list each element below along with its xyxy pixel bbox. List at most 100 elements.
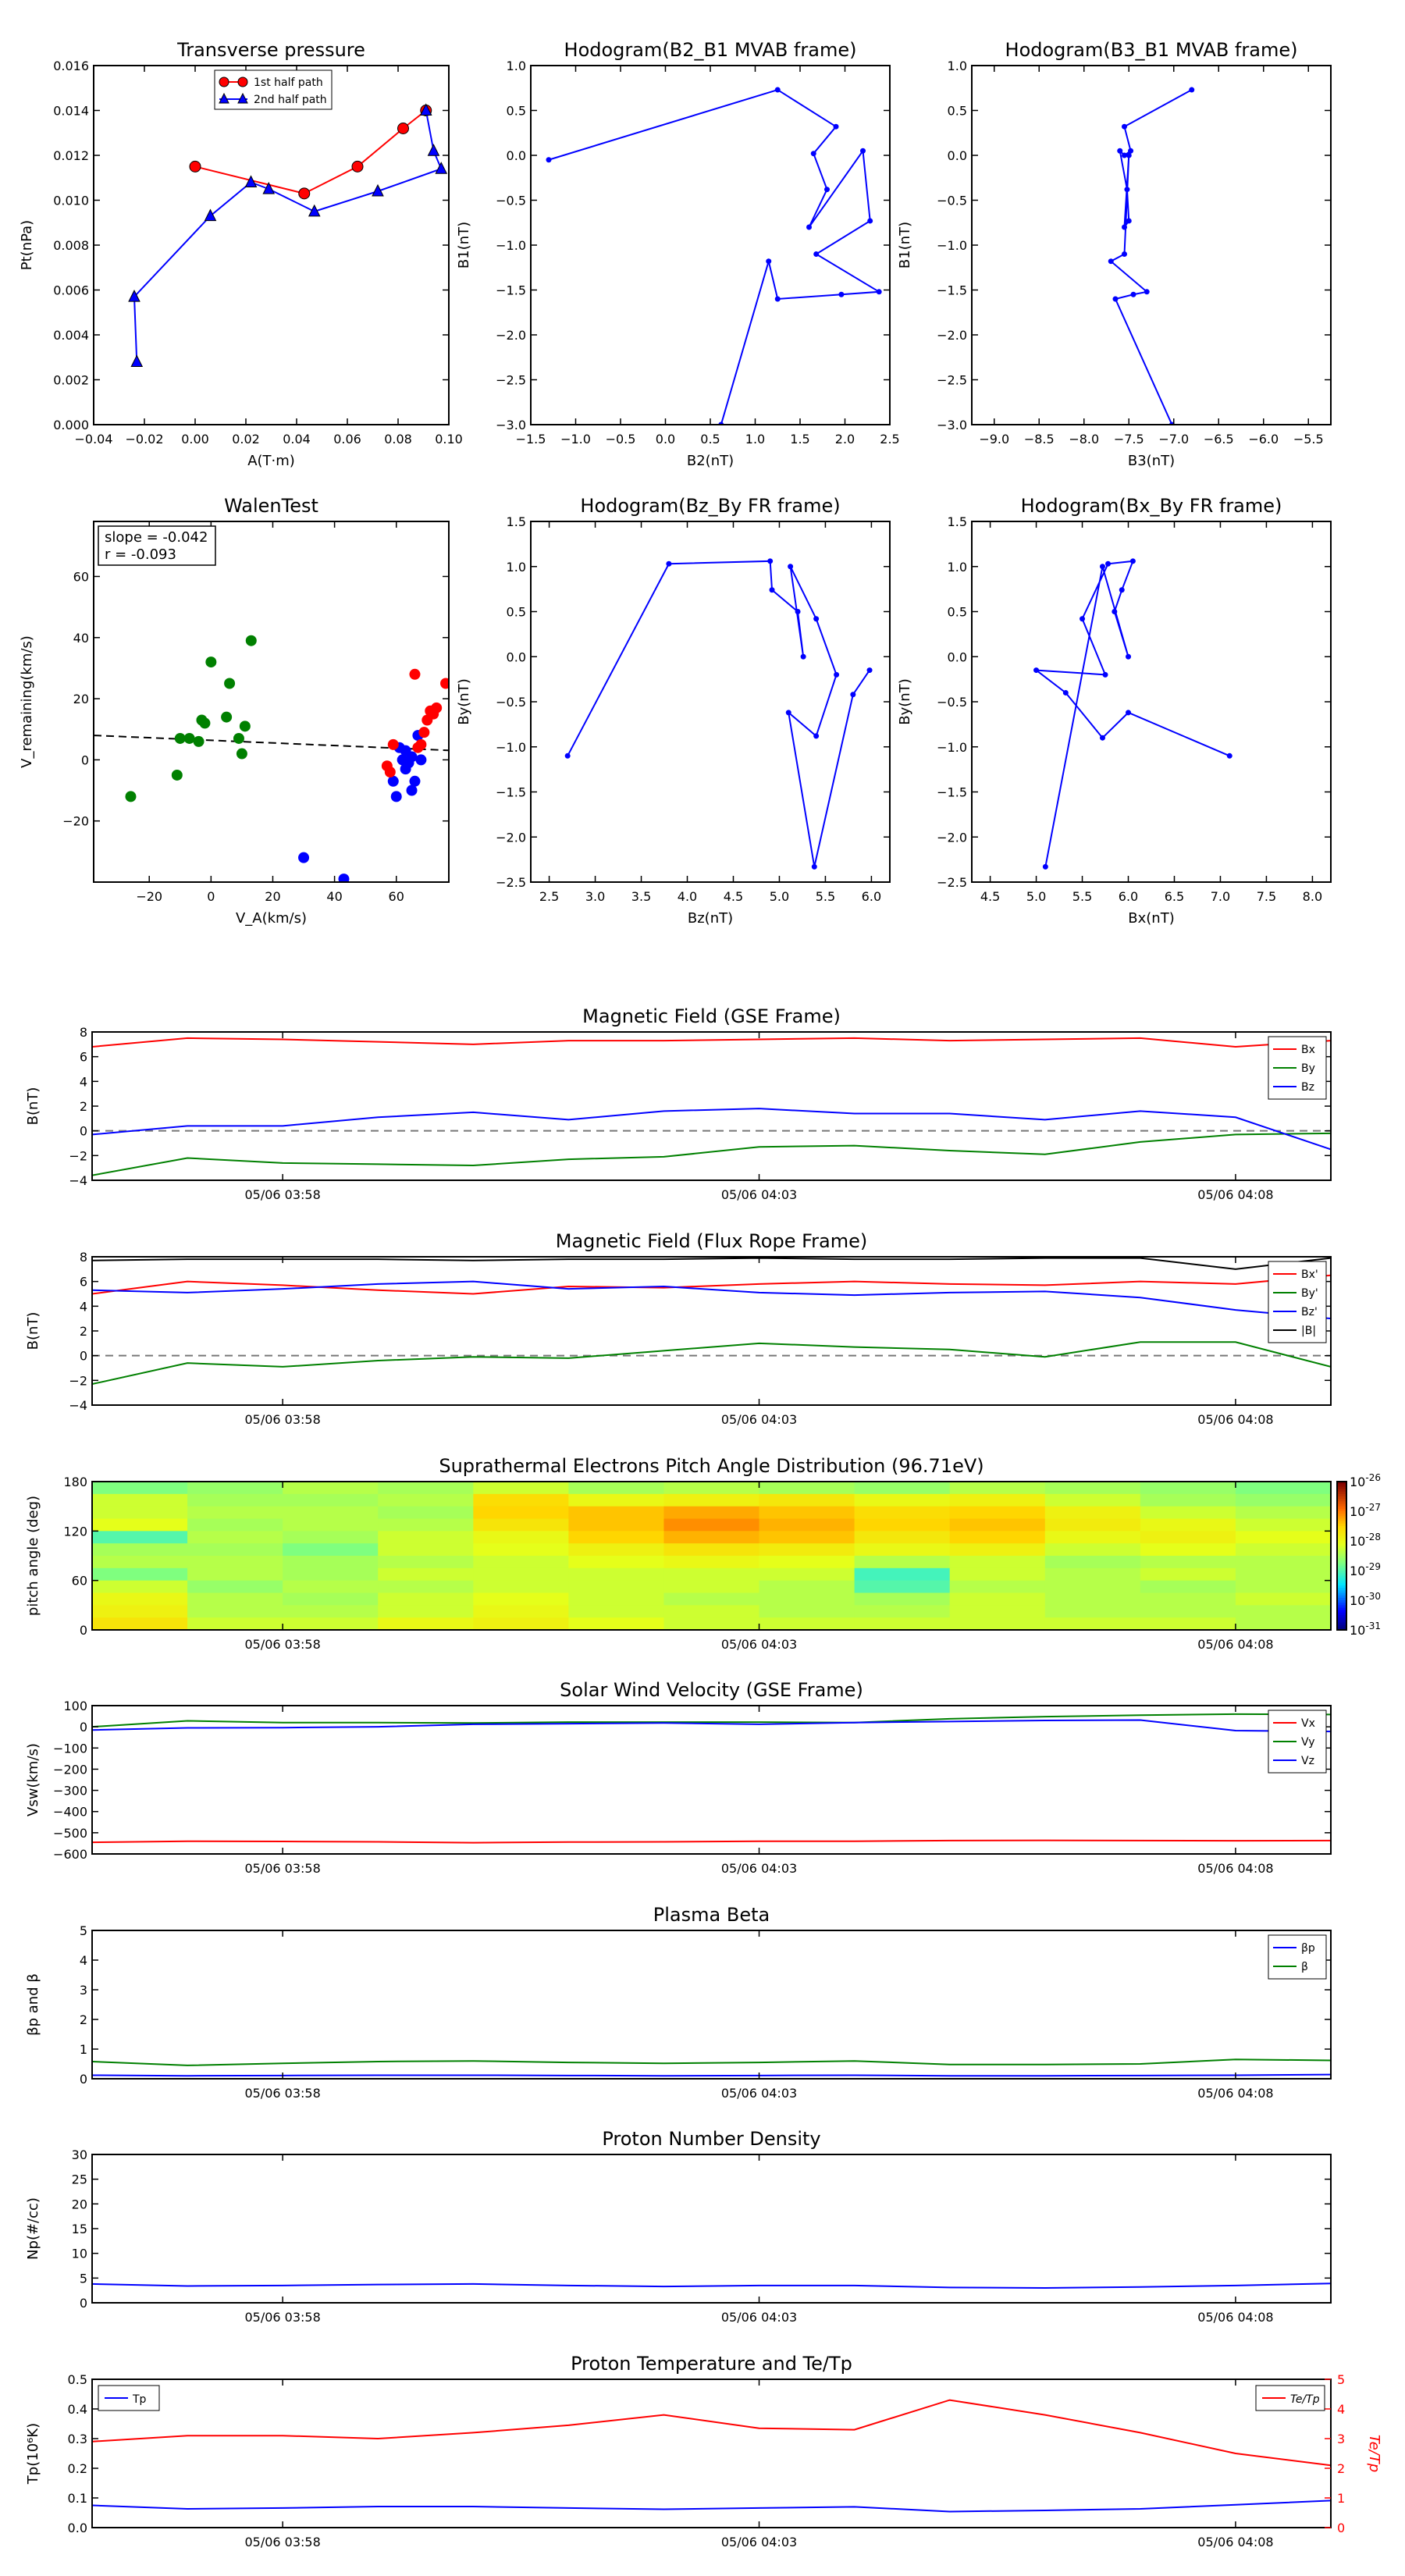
x-tick-label: 05/06 04:03 bbox=[721, 2310, 797, 2325]
heatmap-cell bbox=[1140, 1543, 1236, 1557]
plot-area bbox=[546, 87, 882, 425]
y-tick-label: 0.4 bbox=[68, 2402, 87, 2417]
y-axis-label: Pt(nPa) bbox=[19, 220, 35, 270]
scatter-point bbox=[338, 873, 350, 882]
heatmap-cell bbox=[663, 1567, 760, 1582]
y-tick-label: −600 bbox=[53, 1847, 87, 1862]
heatmap-cell bbox=[92, 1518, 188, 1532]
y-right-tick-label: 0 bbox=[1337, 2521, 1345, 2535]
y-tick-label: −0.5 bbox=[937, 695, 967, 710]
y-tick-label: −2 bbox=[69, 1148, 87, 1163]
y-tick-label: −500 bbox=[53, 1826, 87, 1841]
x-tick-label: 05/06 03:58 bbox=[244, 1412, 320, 1427]
heatmap-cell bbox=[1044, 1592, 1141, 1606]
x-tick-label: 05/06 04:03 bbox=[721, 1861, 797, 1876]
heatmap-cell bbox=[283, 1506, 379, 1520]
heatmap-cell bbox=[1235, 1567, 1331, 1582]
heatmap-cell bbox=[759, 1506, 855, 1520]
legend-label: By' bbox=[1301, 1287, 1318, 1300]
y-tick-label: 0 bbox=[80, 1124, 87, 1139]
series-line bbox=[92, 2399, 1331, 2467]
y-tick-label: −0.5 bbox=[496, 194, 526, 208]
y-tick-label: 180 bbox=[63, 1475, 87, 1489]
chart-title: Solar Wind Velocity (GSE Frame) bbox=[560, 1679, 863, 1701]
y-tick-label: 40 bbox=[73, 631, 89, 646]
data-point bbox=[1126, 152, 1132, 158]
y-tick-label: 0.014 bbox=[53, 104, 89, 119]
y-tick-label: −2.0 bbox=[496, 830, 526, 845]
series-line bbox=[133, 110, 443, 362]
data-point bbox=[546, 157, 552, 163]
heatmap-cell bbox=[187, 1556, 283, 1569]
chart-hodogram-bx-by: Hodogram(Bx_By FR frame) 4.5 5.0 5.5 6.0 6.5 7… bbox=[897, 495, 1332, 927]
colorbar-segment bbox=[1337, 1610, 1346, 1614]
heatmap-cell bbox=[92, 1506, 188, 1520]
heatmap-cell bbox=[1235, 1531, 1331, 1544]
data-point bbox=[244, 175, 258, 187]
y-tick-label: 0.0 bbox=[948, 148, 967, 163]
data-point bbox=[788, 564, 794, 570]
colorbar-tick-exponent: -27 bbox=[1365, 1502, 1381, 1513]
x-tick-label: 05/06 04:08 bbox=[1197, 2086, 1273, 2101]
y-tick-label: 20 bbox=[73, 692, 89, 706]
data-point bbox=[564, 753, 571, 759]
heatmap-cell bbox=[92, 1531, 188, 1544]
y-tick-label: −3.0 bbox=[937, 418, 967, 432]
plot-frame bbox=[91, 1705, 1332, 1855]
heatmap-cell bbox=[568, 1617, 665, 1630]
heatmap-cell bbox=[187, 1531, 283, 1544]
heatmap-cell bbox=[949, 1556, 1046, 1569]
scatter-point bbox=[183, 732, 195, 744]
plot-frame bbox=[93, 521, 450, 883]
scatter-point bbox=[125, 791, 137, 802]
y-tick-label: 0.2 bbox=[68, 2461, 87, 2476]
heatmap-cell bbox=[759, 1493, 855, 1507]
y-tick-label: 0.000 bbox=[53, 418, 89, 432]
scatter-point bbox=[171, 769, 183, 781]
y-tick-label: −4 bbox=[69, 1173, 87, 1188]
colorbar-segment bbox=[1337, 1567, 1346, 1571]
data-point bbox=[351, 160, 364, 173]
heatmap-cell bbox=[1140, 1531, 1236, 1544]
heatmap-cell bbox=[1140, 1567, 1236, 1582]
data-point bbox=[262, 182, 276, 194]
colorbar-tick-exponent: -31 bbox=[1365, 1621, 1381, 1631]
heatmap-cell bbox=[568, 1506, 665, 1520]
x-tick-label: 5.5 bbox=[816, 889, 835, 904]
plot-area bbox=[1033, 558, 1232, 870]
data-point bbox=[1128, 148, 1134, 154]
data-point bbox=[666, 560, 672, 567]
colorbar-segment bbox=[1337, 1484, 1346, 1487]
y-tick-label: −1.0 bbox=[937, 740, 967, 755]
y-tick-label: 30 bbox=[72, 2147, 87, 2162]
heatmap-cell bbox=[568, 1580, 665, 1594]
plot-area bbox=[1108, 87, 1195, 425]
heatmap-cell bbox=[949, 1506, 1046, 1520]
chart-title: Suprathermal Electrons Pitch Angle Distr… bbox=[439, 1455, 984, 1477]
heatmap-cell bbox=[568, 1592, 665, 1606]
y-tick-label: 0.5 bbox=[948, 605, 967, 620]
colorbar-segment bbox=[1337, 1575, 1346, 1578]
scatter-point bbox=[415, 754, 427, 766]
chart-title: Proton Temperature and Te/Tp bbox=[571, 2353, 852, 2375]
heatmap-cell bbox=[92, 1482, 188, 1495]
data-point bbox=[1042, 863, 1048, 870]
y-tick-label: 0 bbox=[80, 1349, 87, 1364]
heatmap-cell bbox=[759, 1543, 855, 1557]
heatmap-cell bbox=[473, 1493, 569, 1507]
y-tick-label: 10 bbox=[72, 2247, 87, 2261]
x-tick-label: 0.00 bbox=[181, 432, 209, 447]
chart-magnetic-field-fr: Magnetic Field (Flux Rope Frame) 05/06 03… bbox=[25, 1230, 1332, 1427]
x-tick-label: −0.5 bbox=[606, 432, 636, 447]
heatmap-cell bbox=[473, 1506, 569, 1520]
heatmap-cell bbox=[187, 1493, 283, 1507]
legend-label: βp bbox=[1301, 1942, 1315, 1955]
heatmap-cell bbox=[1044, 1580, 1141, 1594]
heatmap-cell bbox=[1235, 1543, 1331, 1557]
plot-area bbox=[92, 1257, 1331, 1386]
series-line bbox=[1109, 89, 1193, 425]
colorbar-segment bbox=[1337, 1622, 1346, 1626]
y-right-tick-label: 3 bbox=[1337, 2432, 1345, 2446]
y-tick-label: 1.0 bbox=[948, 560, 967, 575]
y-axis-label: B1(nT) bbox=[456, 222, 472, 269]
